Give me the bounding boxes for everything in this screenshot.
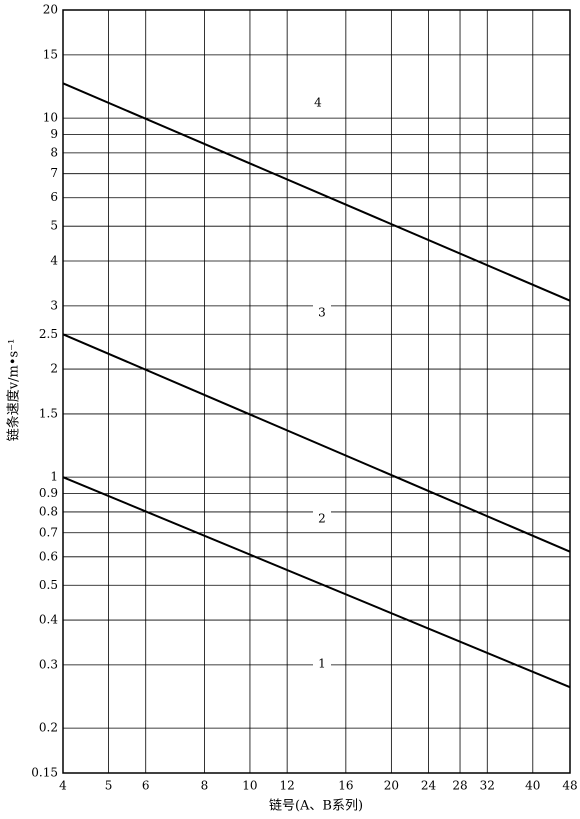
y-tick-label: 0.5 [39,578,58,592]
y-tick-label: 3 [50,298,58,312]
y-tick-label: 15 [43,47,58,61]
x-tick-label: 32 [480,779,495,793]
x-tick-label: 40 [525,779,540,793]
y-tick-label: 5 [50,219,58,233]
region-label: 3 [318,306,326,320]
y-tick-label: 7 [50,166,58,180]
region-label: 2 [318,512,326,526]
data-line [62,333,571,553]
annotation-bg [313,511,331,527]
y-axis-title: 链条速度v/m•s⁻¹ [6,339,22,441]
y-tick-label: 20 [43,3,58,17]
annotation-bg [313,305,331,321]
x-tick-label: 20 [384,779,399,793]
y-tick-label: 2.5 [39,327,58,341]
x-tick-label: 24 [421,779,437,793]
y-tick-label: 10 [43,111,58,125]
x-tick-label: 12 [280,779,295,793]
y-tick-label: 2 [50,362,58,376]
y-tick-label: 1.5 [39,406,58,420]
y-tick-label: 6 [50,190,58,204]
y-tick-label: 0.7 [39,525,58,539]
y-tick-label: 0.15 [31,766,58,780]
y-tick-label: 0.2 [39,721,58,735]
x-tick-label: 6 [142,779,150,793]
y-tick-label: 0.8 [39,504,58,518]
data-line [62,82,571,302]
x-tick-label: 10 [242,779,257,793]
y-tick-label: 0.3 [39,657,58,671]
x-tick-label: 8 [201,779,209,793]
x-tick-label: 28 [452,779,467,793]
x-tick-label: 4 [59,779,67,793]
y-tick-label: 4 [50,253,58,267]
y-tick-label: 0.6 [39,549,58,563]
y-tick-label: 9 [50,127,58,141]
x-axis-title: 链号(A、B系列) [269,799,363,814]
x-tick-label: 16 [338,779,353,793]
region-label: 1 [318,657,326,671]
x-tick-label: 5 [105,779,113,793]
y-tick-label: 1 [50,470,58,484]
annotation-bg [313,656,331,672]
y-tick-label: 0.9 [39,486,58,500]
region-label: 4 [314,96,322,110]
y-tick-label: 8 [50,145,58,159]
annotation-bg [309,95,327,111]
data-line [62,476,571,689]
x-tick-label: 48 [562,779,577,793]
y-tick-label: 0.4 [39,613,58,627]
